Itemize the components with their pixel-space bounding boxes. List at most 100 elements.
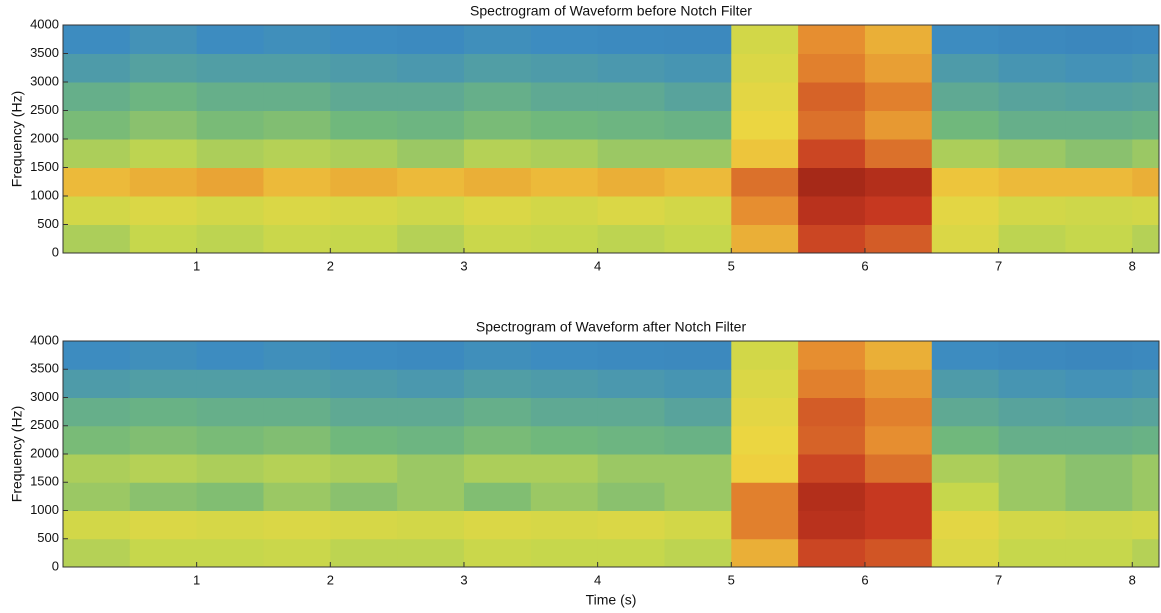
heatmap-cell bbox=[598, 82, 665, 111]
y-tick-label: 0 bbox=[52, 558, 59, 573]
y-tick-label: 2500 bbox=[30, 417, 59, 432]
y-tick-label: 3000 bbox=[30, 73, 59, 88]
heatmap-cell bbox=[798, 111, 865, 140]
heatmap-cell bbox=[598, 168, 665, 197]
heatmap-cell bbox=[397, 82, 464, 111]
heatmap-cell bbox=[397, 511, 464, 540]
heatmap-cell bbox=[63, 168, 130, 197]
heatmap-cell bbox=[1132, 539, 1159, 568]
heatmap-cell bbox=[397, 111, 464, 140]
heatmap-cell bbox=[130, 25, 197, 54]
heatmap-cell bbox=[263, 482, 330, 511]
heatmap-cell bbox=[999, 25, 1066, 54]
heatmap-cell bbox=[263, 82, 330, 111]
heatmap-cell bbox=[263, 511, 330, 540]
heatmap-cell bbox=[664, 341, 731, 370]
heatmap-cell bbox=[531, 341, 598, 370]
heatmap-cell bbox=[63, 539, 130, 568]
heatmap-cell bbox=[263, 426, 330, 455]
chart-title: Spectrogram of Waveform after Notch Filt… bbox=[476, 319, 747, 335]
heatmap-cell bbox=[531, 111, 598, 140]
heatmap-cell bbox=[999, 168, 1066, 197]
heatmap-cell bbox=[731, 369, 798, 398]
y-tick-label: 0 bbox=[52, 244, 59, 259]
heatmap-cell bbox=[397, 539, 464, 568]
heatmap-cell bbox=[397, 369, 464, 398]
heatmap-cell bbox=[464, 482, 531, 511]
heatmap-cell bbox=[999, 511, 1066, 540]
heatmap-cell bbox=[63, 196, 130, 225]
heatmap-cell bbox=[598, 369, 665, 398]
heatmap-cell bbox=[664, 111, 731, 140]
heatmap-cell bbox=[999, 341, 1066, 370]
heatmap-cell bbox=[999, 369, 1066, 398]
heatmap-cell bbox=[330, 454, 397, 483]
heatmap-cell bbox=[798, 168, 865, 197]
heatmap-cell bbox=[130, 168, 197, 197]
heatmap-cell bbox=[197, 168, 264, 197]
heatmap-cell bbox=[263, 454, 330, 483]
heatmap-cell bbox=[731, 454, 798, 483]
heatmap-cell bbox=[330, 426, 397, 455]
heatmap-cell bbox=[197, 25, 264, 54]
x-tick-label: 5 bbox=[728, 572, 735, 587]
heatmap-cell bbox=[731, 426, 798, 455]
y-tick-label: 3500 bbox=[30, 361, 59, 376]
heatmap-cell bbox=[531, 168, 598, 197]
heatmap-cells bbox=[63, 341, 1160, 568]
heatmap-cell bbox=[865, 482, 932, 511]
heatmap-cell bbox=[397, 25, 464, 54]
x-tick-label: 1 bbox=[193, 572, 200, 587]
heatmap-cell bbox=[1132, 82, 1159, 111]
heatmap-cell bbox=[63, 82, 130, 111]
heatmap-cell bbox=[932, 398, 999, 427]
heatmap-cell bbox=[63, 139, 130, 168]
heatmap-cell bbox=[798, 341, 865, 370]
heatmap-cell bbox=[330, 398, 397, 427]
heatmap-cell bbox=[932, 168, 999, 197]
heatmap-cell bbox=[999, 454, 1066, 483]
heatmap-cell bbox=[330, 82, 397, 111]
heatmap-cell bbox=[598, 139, 665, 168]
x-tick-label: 2 bbox=[327, 572, 334, 587]
heatmap-cell bbox=[531, 196, 598, 225]
y-tick-label: 1000 bbox=[30, 187, 59, 202]
heatmap-cell bbox=[263, 139, 330, 168]
heatmap-cell bbox=[263, 54, 330, 83]
heatmap-cell bbox=[63, 341, 130, 370]
heatmap-cell bbox=[865, 398, 932, 427]
heatmap-cell bbox=[932, 82, 999, 111]
heatmap-cell bbox=[130, 196, 197, 225]
heatmap-cell bbox=[798, 482, 865, 511]
heatmap-cell bbox=[932, 539, 999, 568]
heatmap-cell bbox=[397, 398, 464, 427]
heatmap-cell bbox=[664, 196, 731, 225]
x-tick-label: 3 bbox=[460, 258, 467, 273]
heatmap-cell bbox=[999, 139, 1066, 168]
heatmap-cell bbox=[1132, 25, 1159, 54]
heatmap-cell bbox=[531, 426, 598, 455]
heatmap-cell bbox=[397, 482, 464, 511]
heatmap-cell bbox=[464, 511, 531, 540]
heatmap-cell bbox=[330, 482, 397, 511]
heatmap-cell bbox=[932, 369, 999, 398]
heatmap-cell bbox=[731, 139, 798, 168]
x-tick-label: 7 bbox=[995, 572, 1002, 587]
heatmap-cell bbox=[865, 511, 932, 540]
heatmap-cell bbox=[63, 111, 130, 140]
heatmap-cell bbox=[664, 54, 731, 83]
heatmap-cell bbox=[731, 111, 798, 140]
heatmap-cell bbox=[197, 111, 264, 140]
heatmap-cell bbox=[397, 168, 464, 197]
heatmap-cell bbox=[464, 25, 531, 54]
heatmap-cell bbox=[263, 398, 330, 427]
heatmap-cell bbox=[598, 341, 665, 370]
heatmap-cell bbox=[330, 111, 397, 140]
heatmap-cell bbox=[397, 139, 464, 168]
heatmap-cell bbox=[263, 168, 330, 197]
heatmap-cell bbox=[464, 82, 531, 111]
heatmap-cell bbox=[932, 426, 999, 455]
heatmap-cell bbox=[731, 82, 798, 111]
heatmap-cell bbox=[130, 369, 197, 398]
x-tick-label: 6 bbox=[861, 572, 868, 587]
